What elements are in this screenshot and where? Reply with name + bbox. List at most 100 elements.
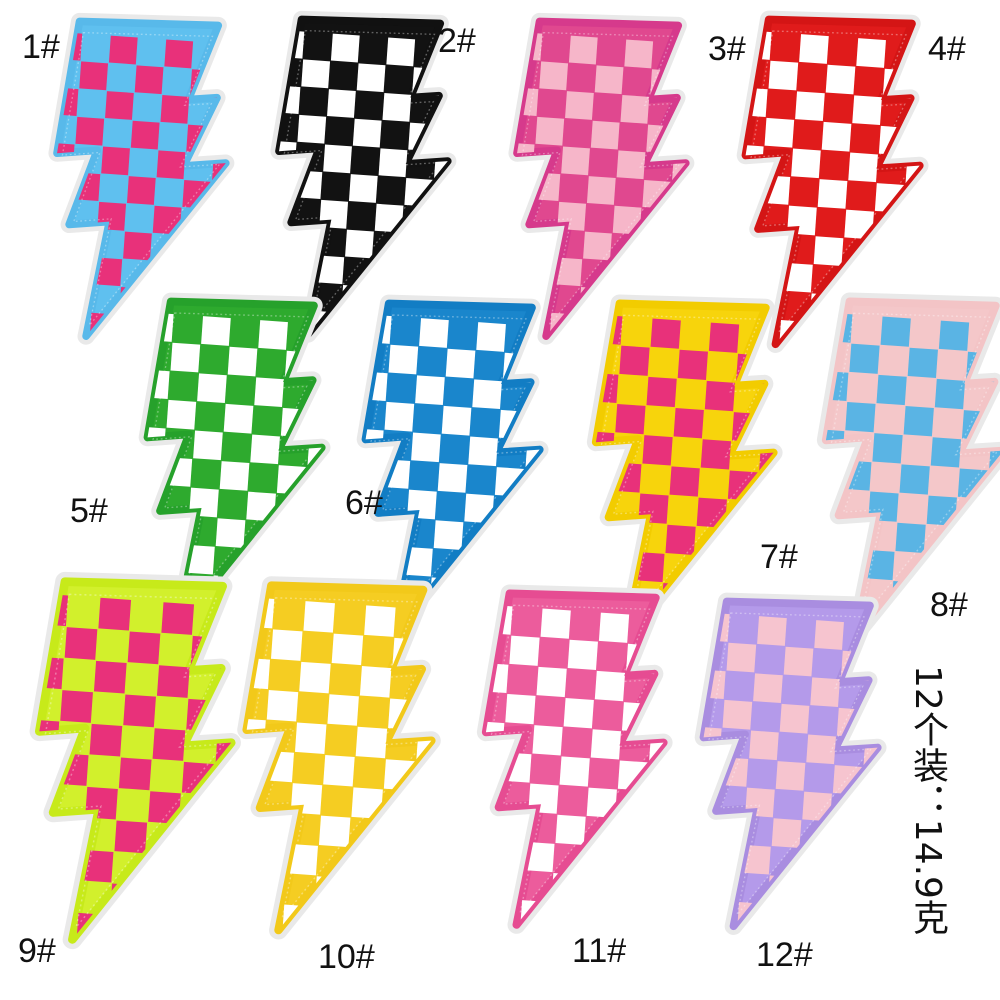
checker-square [665,524,696,556]
patch-layer [13,12,1000,954]
checker-square [851,910,882,936]
checker-square [976,616,1000,643]
checker-square [123,231,152,261]
checker-square [384,401,415,432]
checker-square [679,43,696,73]
checker-square [505,693,536,725]
checker-square [254,377,284,408]
checker-square [114,820,148,854]
checker-square [386,37,416,67]
checker-square [582,547,607,579]
checker-square [657,616,674,647]
checker-square [754,501,784,532]
checker-square [722,699,753,730]
checker-square [590,120,620,150]
checker-square [327,89,356,118]
lightning-bolt-patch [802,294,1000,647]
checker-square [561,146,590,176]
checker-square [272,522,303,552]
checker-square [791,148,821,179]
patch-number-label: 8# [930,586,968,624]
checker-square [468,436,498,467]
checker-square [400,233,430,263]
checker-square [504,253,527,283]
checker-square [810,677,840,708]
checker-square [327,694,359,726]
checker-square [345,229,374,259]
checker-square [156,150,186,180]
checker-square [555,814,586,846]
checker-square [594,670,626,702]
checker-square [160,94,190,124]
checker-square [352,542,376,573]
checker-square [876,374,907,406]
checker-square [178,235,208,265]
checker-square [201,316,231,346]
checker-square [364,605,396,637]
checker-square [779,703,810,734]
checker-square [173,887,206,921]
lightning-bolt-patch [680,594,902,940]
checker-square [123,694,156,728]
checker-square [24,845,51,879]
checker-square [44,308,63,338]
patch-number-label: 11# [572,932,627,970]
checker-square [134,540,158,571]
checker-square [539,61,569,91]
checker-square [105,91,134,120]
checker-square [419,318,449,348]
checker-square [817,179,848,209]
checker-square [845,401,876,433]
checker-square [517,554,548,585]
checker-square [266,690,299,722]
checker-square [568,35,598,65]
lightning-bolt-patch [13,573,258,954]
checker-square [98,597,132,631]
checker-square [849,343,880,374]
checker-square [375,880,407,913]
patch-number-label: 1# [22,28,60,66]
patch-number-label: 4# [928,30,966,68]
checker-square [620,94,650,124]
checker-square [559,756,590,787]
checker-square [859,795,888,826]
checker-square [938,320,970,351]
checker-square [768,60,799,91]
checker-square [412,791,442,824]
checker-square [407,852,440,884]
checker-square [646,376,677,408]
checker-square [299,661,331,694]
checker-square [64,627,98,660]
checker-square [783,646,814,677]
checker-square [578,904,609,935]
checker-square [664,265,694,294]
checker-square [359,666,392,698]
checker-square [378,148,408,178]
checker-square [953,526,985,558]
checker-square [356,63,386,93]
checker-square [411,432,441,463]
checker-square [352,118,382,148]
checker-square [134,65,164,95]
checker-square [303,601,335,633]
checker-square [563,698,594,729]
patch-number-label: 6# [345,484,383,522]
checker-square [156,665,190,698]
checker-square [297,114,327,144]
checker-square [323,144,352,174]
checker-square [984,499,1000,530]
checker-square [441,405,472,436]
checker-square [642,435,673,466]
patch-number-label: 3# [708,30,746,68]
checker-square [795,91,825,122]
checker-square [430,207,458,237]
checker-square [907,347,938,378]
checker-square [799,34,829,64]
checker-square [934,378,966,410]
checker-square [616,150,646,180]
checker-square [424,609,442,642]
checker-square [208,209,236,239]
checker-square [669,466,700,497]
patch-number-label: 2# [438,22,476,60]
checker-square [294,722,327,754]
